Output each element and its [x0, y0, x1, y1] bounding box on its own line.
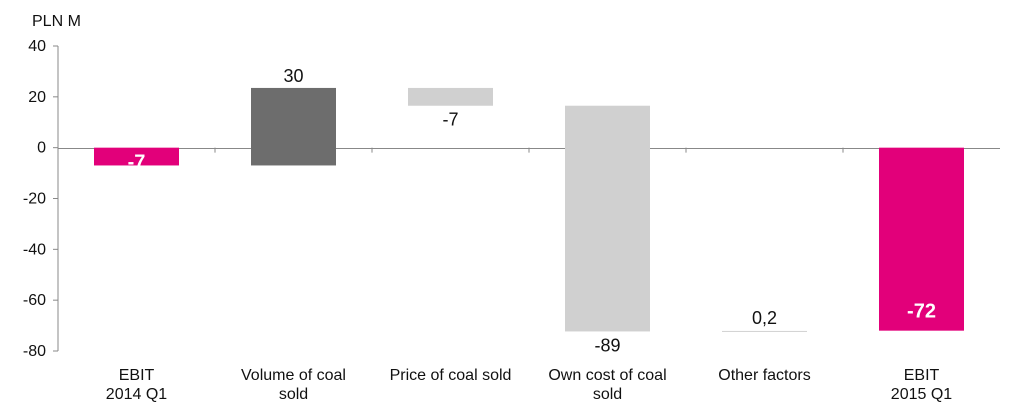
value-labels: -7 30 -7 -89 0,2 -72 [128, 66, 936, 355]
y-tick-label: -60 [23, 292, 46, 309]
value-label-1: -7 [128, 151, 146, 173]
value-label-6: -72 [907, 301, 936, 323]
category-label: sold [593, 386, 622, 403]
value-label-5: 0,2 [752, 308, 777, 328]
category-label: 2014 Q1 [106, 386, 167, 403]
category-label: Price of coal sold [390, 367, 512, 384]
bar-5 [722, 330, 807, 332]
unit-label: PLN M [32, 13, 81, 30]
bar-4 [565, 105, 650, 332]
category-label: EBIT [119, 367, 155, 384]
value-label-2: 30 [283, 66, 303, 86]
bar-3 [408, 87, 493, 106]
category-label: sold [279, 386, 308, 403]
category-label: Other factors [718, 367, 810, 384]
category-label: Own cost of coal [548, 367, 666, 384]
y-tick-label: -40 [23, 241, 46, 258]
category-label: EBIT [904, 367, 940, 384]
y-tick-label: -20 [23, 191, 46, 208]
y-tick-label: -80 [23, 343, 46, 360]
y-tick-label: 40 [28, 38, 46, 55]
y-axis-ticks: 40 20 0 -20 -40 -60 -80 [23, 38, 58, 360]
y-tick-label: 0 [37, 140, 46, 157]
bars [94, 87, 964, 332]
value-label-3: -7 [442, 110, 458, 130]
bar-2 [251, 87, 336, 166]
category-labels: EBIT 2014 Q1 Volume of coal sold Price of co… [106, 367, 952, 403]
value-label-4: -89 [594, 335, 620, 355]
bar-6 [879, 147, 964, 331]
category-label: 2015 Q1 [891, 386, 952, 403]
category-label: Volume of coal [241, 367, 346, 384]
y-tick-label: 20 [28, 89, 46, 106]
x-axis-ticks [214, 147, 844, 153]
bar-1 [94, 147, 179, 166]
